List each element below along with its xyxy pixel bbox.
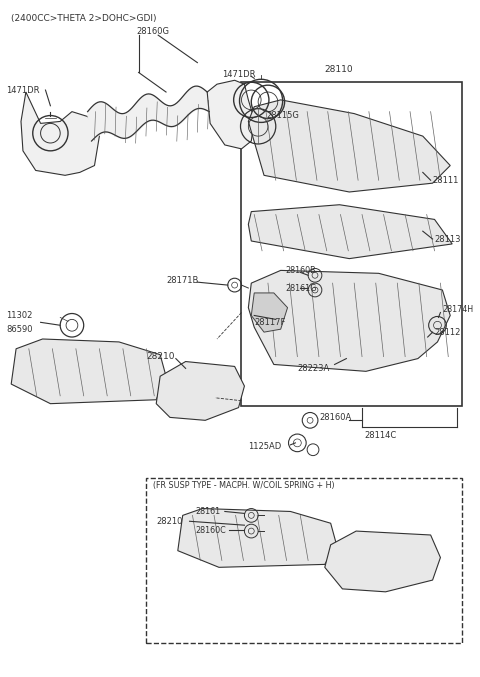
Text: 28171B: 28171B xyxy=(166,276,198,285)
Text: 28210: 28210 xyxy=(146,352,175,361)
Polygon shape xyxy=(178,508,336,567)
Text: 28161G: 28161G xyxy=(286,284,317,292)
Text: 28114C: 28114C xyxy=(364,431,396,439)
Polygon shape xyxy=(325,531,441,592)
Text: 1471DR: 1471DR xyxy=(6,85,40,95)
Text: 1471DR: 1471DR xyxy=(222,70,255,79)
Text: 28161: 28161 xyxy=(195,507,220,516)
Text: 28113: 28113 xyxy=(434,234,461,244)
Text: 28112: 28112 xyxy=(434,328,461,336)
Bar xyxy=(146,478,462,642)
Text: 28174H: 28174H xyxy=(443,305,473,314)
Polygon shape xyxy=(21,92,99,175)
Text: 28223A: 28223A xyxy=(297,364,330,373)
Text: 28210: 28210 xyxy=(156,517,182,526)
Bar xyxy=(241,82,462,406)
Text: 28160G: 28160G xyxy=(137,27,170,36)
Text: 28160C: 28160C xyxy=(195,525,226,535)
Text: 28117F: 28117F xyxy=(254,318,286,327)
Text: 28160A: 28160A xyxy=(320,413,352,422)
Text: 86590: 86590 xyxy=(6,325,33,334)
Text: (FR SUSP TYPE - MACPH. W/COIL SPRING + H): (FR SUSP TYPE - MACPH. W/COIL SPRING + H… xyxy=(153,481,335,491)
Text: 28160B: 28160B xyxy=(286,266,316,275)
Text: 28115G: 28115G xyxy=(266,111,299,120)
Text: 11302: 11302 xyxy=(6,311,33,320)
Polygon shape xyxy=(248,270,450,371)
Polygon shape xyxy=(156,362,244,420)
Text: 28111: 28111 xyxy=(432,176,459,185)
Polygon shape xyxy=(11,339,166,403)
Polygon shape xyxy=(248,100,450,192)
Text: 28110: 28110 xyxy=(325,65,353,74)
Polygon shape xyxy=(252,293,288,332)
Text: 1125AD: 1125AD xyxy=(248,442,282,452)
Polygon shape xyxy=(207,81,254,149)
Polygon shape xyxy=(248,204,452,259)
Text: (2400CC>THETA 2>DOHC>GDI): (2400CC>THETA 2>DOHC>GDI) xyxy=(11,14,156,23)
